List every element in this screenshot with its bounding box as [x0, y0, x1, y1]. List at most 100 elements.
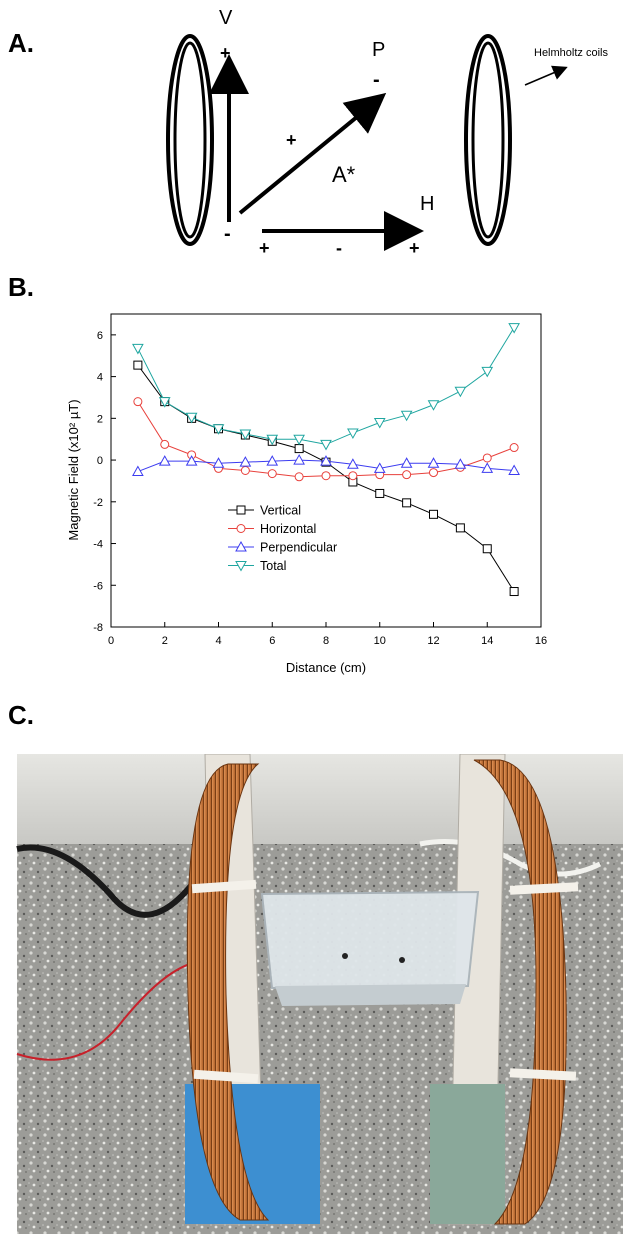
- axis-h-label: H: [420, 193, 434, 215]
- y-tick-label: 4: [97, 372, 103, 384]
- sign-p-mid: +: [286, 130, 297, 150]
- legend-marker-total: [235, 561, 247, 572]
- data-point-perpendicular: [373, 462, 386, 473]
- data-point-horizontal: [294, 472, 304, 482]
- data-point-vertical: [294, 444, 304, 454]
- sign-v-bottom: -: [224, 223, 231, 245]
- legend: Vertical Horizontal Perpendicular Total: [228, 504, 337, 573]
- data-point-perpendicular: [427, 457, 440, 468]
- data-point-vertical: [455, 523, 465, 533]
- data-point-total: [320, 439, 332, 451]
- data-point-perpendicular: [158, 455, 171, 466]
- data-point-total: [239, 429, 252, 441]
- legend-item-perpendicular: Perpendicular: [228, 541, 337, 555]
- axis-p-label: P: [372, 39, 385, 61]
- series-horizontal: [133, 397, 519, 482]
- legend-label-total: Total: [260, 559, 286, 573]
- red-wire: [16, 963, 191, 1061]
- legend-item-horizontal: Horizontal: [228, 522, 316, 536]
- sign-h-right: +: [409, 238, 420, 258]
- data-point-vertical: [375, 488, 385, 498]
- data-point-horizontal: [509, 443, 519, 453]
- data-point-horizontal: [429, 468, 438, 478]
- data-point-total: [185, 412, 198, 424]
- data-point-total: [373, 418, 386, 429]
- series-total: [132, 323, 520, 451]
- sign-h-left: +: [259, 238, 270, 258]
- data-point-total: [481, 366, 494, 378]
- right-blue-stand: [430, 1084, 505, 1224]
- data-point-vertical: [429, 509, 438, 519]
- x-axis-ticks: 0 2 4 6 8 10 12 14 16: [108, 622, 547, 647]
- data-point-total: [508, 323, 520, 334]
- white-cable: [419, 839, 602, 877]
- black-cable: [16, 844, 203, 918]
- data-point-total: [454, 386, 467, 398]
- panel-c-label: C.: [8, 700, 34, 730]
- data-point-perpendicular: [400, 457, 413, 468]
- data-point-perpendicular: [239, 456, 252, 467]
- data-point-perpendicular: [185, 455, 198, 466]
- data-point-total: [293, 434, 305, 446]
- data-point-vertical: [133, 360, 143, 370]
- data-point-perpendicular: [454, 458, 467, 469]
- legend-label-vertical: Vertical: [260, 504, 301, 518]
- data-point-horizontal: [240, 466, 250, 475]
- magnetic-field-chart: 0 2 4 6 8 10 12 14 16 -8 -6 -4 -2 0 2 4 6 Vertical Horiz…: [66, 313, 547, 675]
- axis-v-label: V: [219, 7, 233, 29]
- left-copper-coil: [186, 763, 270, 1221]
- sign-v-top: +: [220, 43, 231, 63]
- x-tick-label: 16: [535, 635, 547, 647]
- legend-marker-perpendicular: [235, 540, 247, 552]
- x-tick-label: 4: [215, 635, 221, 647]
- legend-marker-vertical: [236, 505, 246, 515]
- legend-marker-horizontal: [236, 524, 246, 533]
- series-perpendicular: [132, 454, 520, 477]
- data-point-perpendicular: [347, 458, 359, 469]
- x-tick-label: 8: [323, 635, 329, 647]
- data-point-total: [212, 424, 225, 435]
- data-point-total: [266, 434, 279, 446]
- helmholtz-coils-label: Helmholtz coils: [534, 47, 608, 59]
- series-line-total: [137, 327, 515, 445]
- y-axis-ticks: -8 -6 -4 -2 0 2 4 6: [93, 330, 116, 634]
- right-copper-coil: [473, 759, 579, 1225]
- legend-label-horizontal: Horizontal: [260, 522, 316, 536]
- panel-b-label: B.: [8, 272, 34, 302]
- y-tick-label: -8: [93, 622, 103, 634]
- y-tick-label: -4: [93, 539, 103, 551]
- data-point-perpendicular: [293, 454, 305, 465]
- legend-item-total: Total: [228, 559, 286, 573]
- data-point-total: [427, 400, 440, 411]
- data-point-total: [347, 428, 359, 439]
- x-tick-label: 10: [374, 635, 386, 647]
- data-point-horizontal: [402, 470, 412, 480]
- y-tick-label: -2: [93, 497, 103, 509]
- y-tick-label: -6: [93, 580, 103, 592]
- y-tick-label: 2: [97, 413, 103, 425]
- helmholtz-pointer-arrow: [524, 65, 568, 86]
- panel-a-diagram: V P H A* Helmholtz coils + - - + + - +: [166, 7, 608, 258]
- data-point-horizontal: [267, 469, 277, 479]
- data-point-horizontal: [321, 471, 331, 481]
- right-coil: [464, 34, 512, 246]
- data-point-perpendicular: [481, 462, 494, 473]
- data-point-vertical: [482, 544, 492, 554]
- data-point-perpendicular: [266, 455, 279, 466]
- x-axis-label: Distance (cm): [286, 660, 366, 675]
- series-layer: [132, 323, 520, 597]
- left-coil: [166, 34, 214, 246]
- helmholtz-coil-photo: [16, 754, 623, 1234]
- sign-p-tip: -: [373, 69, 380, 91]
- x-tick-label: 14: [481, 635, 493, 647]
- data-point-horizontal: [160, 439, 170, 449]
- p-axis-arrow: [238, 92, 387, 215]
- y-axis-label: Magnetic Field (x10² µT): [66, 399, 81, 540]
- plastic-container: [260, 890, 480, 1006]
- x-tick-label: 2: [162, 635, 168, 647]
- x-tick-label: 0: [108, 635, 114, 647]
- data-point-perpendicular: [132, 465, 144, 477]
- data-point-perpendicular: [320, 455, 332, 466]
- legend-item-vertical: Vertical: [228, 504, 301, 518]
- sign-h-mid: -: [336, 238, 342, 258]
